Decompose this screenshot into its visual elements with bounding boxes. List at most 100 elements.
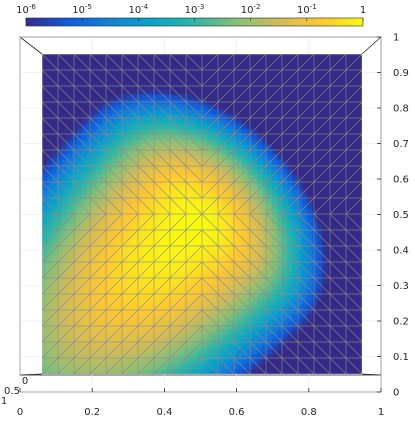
heatmap-cell — [317, 94, 323, 100]
heatmap-cell — [272, 309, 278, 315]
mesh-line — [217, 181, 235, 199]
heatmap-cell — [332, 234, 338, 240]
heatmap-cell — [127, 284, 133, 290]
heatmap-cell — [187, 269, 193, 275]
heatmap-cell — [152, 109, 158, 115]
heatmap-cell — [152, 264, 158, 270]
heatmap-cell — [107, 294, 113, 300]
heatmap-cell — [242, 149, 248, 155]
heatmap-cell — [342, 204, 348, 210]
heatmap-cell — [82, 159, 88, 165]
heatmap-cell — [257, 114, 263, 120]
heatmap-cell — [292, 254, 298, 260]
heatmap-cell — [277, 79, 283, 85]
heatmap-cell — [117, 149, 123, 155]
heatmap-cell — [282, 344, 288, 350]
mesh-line — [105, 149, 123, 167]
heatmap-cell — [192, 324, 198, 330]
heatmap-cell — [307, 54, 313, 60]
heatmap-cell — [192, 74, 198, 80]
heatmap-cell — [352, 279, 358, 285]
heatmap-cell — [67, 354, 73, 360]
mesh-line — [313, 149, 331, 167]
mesh-line — [233, 357, 251, 374]
heatmap-cell — [107, 129, 113, 135]
heatmap-cell — [352, 344, 358, 350]
heatmap-cell — [287, 329, 293, 335]
heatmap-cell — [152, 319, 158, 325]
heatmap-cell — [117, 334, 123, 340]
heatmap-cell — [92, 79, 98, 85]
heatmap-cell — [312, 349, 318, 355]
heatmap-cell — [292, 319, 298, 325]
heatmap-cell — [92, 294, 98, 300]
heatmap-cell — [132, 129, 138, 135]
heatmap-cell — [142, 359, 148, 365]
heatmap-cell — [217, 139, 223, 145]
heatmap-cell — [47, 54, 53, 60]
heatmap-cell — [122, 239, 128, 245]
heatmap-cell — [347, 354, 353, 360]
heatmap-cell — [332, 299, 338, 305]
heatmap-cell — [287, 309, 293, 315]
heatmap-cell — [47, 244, 53, 250]
heatmap-cell — [197, 364, 203, 370]
mesh-line — [105, 245, 123, 263]
heatmap-cell — [57, 329, 63, 335]
heatmap-cell — [172, 164, 178, 170]
heatmap-cell — [342, 184, 348, 190]
heatmap-cell — [242, 244, 248, 250]
heatmap-cell — [107, 134, 113, 140]
mesh-line — [42, 54, 59, 71]
heatmap-cell — [272, 129, 278, 135]
heatmap-cell — [112, 169, 118, 175]
heatmap-cell — [227, 174, 233, 180]
heatmap-cell — [202, 184, 208, 190]
heatmap-cell — [192, 134, 198, 140]
heatmap-cell — [92, 239, 98, 245]
heatmap-cell — [142, 189, 148, 195]
heatmap-cell — [147, 204, 153, 210]
heatmap-cell — [82, 364, 88, 370]
heatmap-cell — [222, 139, 228, 145]
heatmap-cell — [207, 239, 213, 245]
heatmap-cell — [137, 209, 143, 215]
heatmap-cell — [307, 64, 313, 70]
heatmap-cell — [132, 204, 138, 210]
heatmap-cell — [182, 199, 188, 205]
heatmap-cell — [152, 369, 158, 374]
heatmap-cell — [82, 314, 88, 320]
heatmap-cell — [262, 264, 268, 270]
heatmap-cell — [262, 254, 268, 260]
heatmap-cell — [307, 189, 313, 195]
heatmap-cell — [317, 229, 323, 235]
heatmap-cell — [177, 114, 183, 120]
heatmap-cell — [337, 239, 343, 245]
heatmap-cell — [177, 219, 183, 225]
mesh-line — [57, 357, 75, 374]
heatmap-cell — [57, 134, 63, 140]
heatmap-cell — [137, 144, 143, 150]
heatmap-cell — [337, 194, 343, 200]
heatmap-cell — [297, 214, 303, 220]
heatmap-cell — [127, 369, 133, 374]
heatmap-cell — [242, 59, 248, 65]
mesh-line — [233, 341, 251, 359]
heatmap-cell — [47, 234, 53, 240]
mesh-line — [73, 293, 91, 311]
heatmap-cell — [92, 359, 98, 365]
heatmap-cell — [222, 289, 228, 295]
heatmap-cell — [352, 184, 358, 190]
heatmap-cell — [267, 154, 273, 160]
heatmap-cell — [272, 174, 278, 180]
heatmap-cell — [137, 324, 143, 330]
mesh-line — [42, 293, 59, 311]
heatmap-cell — [212, 84, 218, 90]
heatmap-cell — [237, 154, 243, 160]
heatmap-cell — [92, 274, 98, 280]
heatmap-cell — [342, 104, 348, 110]
mesh-line — [169, 197, 187, 215]
heatmap-cell — [277, 134, 283, 140]
mesh-line — [153, 357, 171, 374]
heatmap-cell — [77, 214, 83, 220]
